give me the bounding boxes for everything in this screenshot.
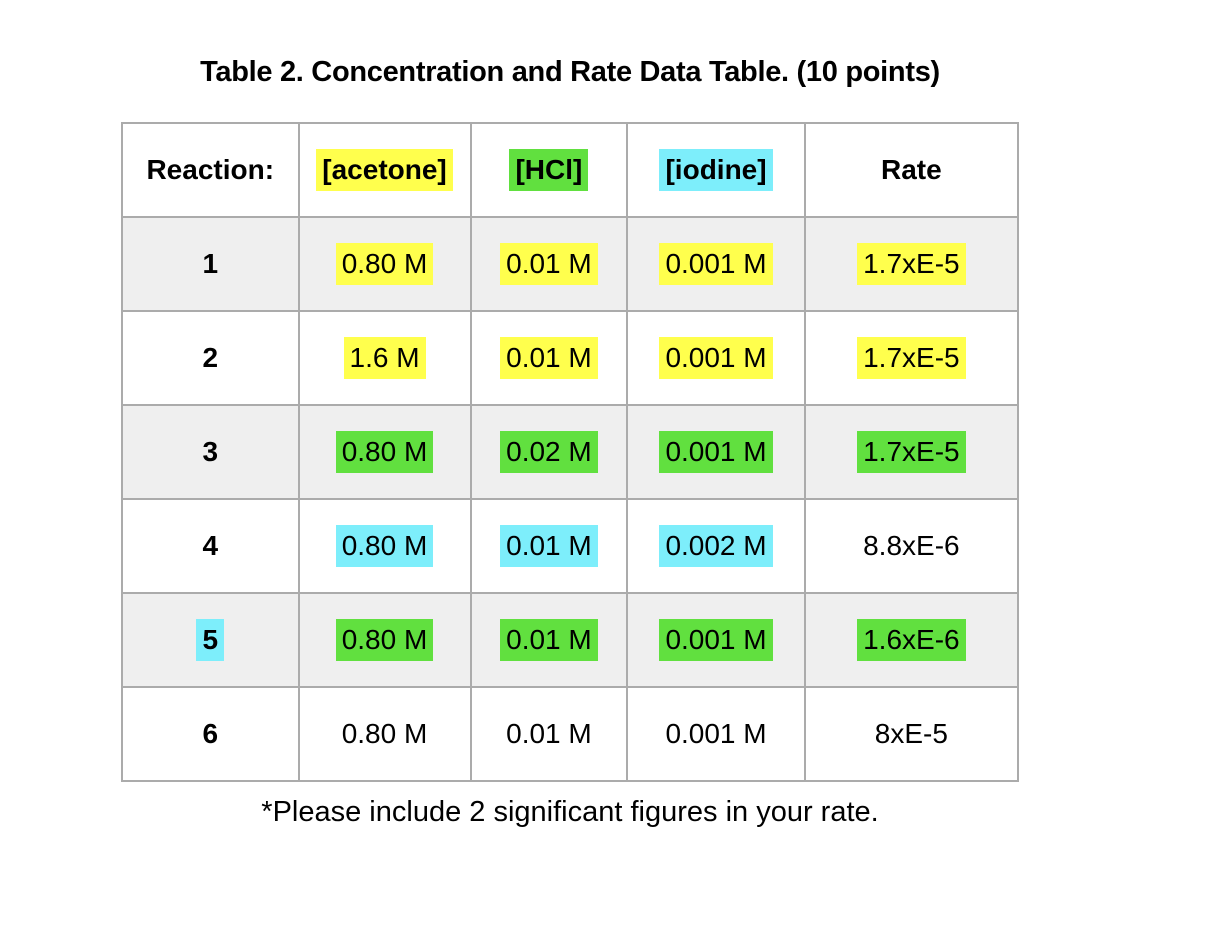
cell-acetone: 0.80 M xyxy=(297,404,472,500)
header-rate: Rate xyxy=(803,122,1020,218)
cell-value: 4 xyxy=(202,530,219,561)
cell-rate: 1.7xE-5 xyxy=(803,310,1020,406)
cell-value: 0.001 M xyxy=(659,337,773,379)
table-row-6: 6 0.80 M 0.01 M 0.001 M 8xE-5 xyxy=(121,686,1020,782)
cell-reaction: 2 xyxy=(121,310,300,406)
cell-value: 0.001 M xyxy=(665,718,767,749)
cell-acetone: 0.80 M xyxy=(297,216,472,312)
cell-rate: 8.8xE-6 xyxy=(803,498,1020,594)
cell-acetone: 0.80 M xyxy=(297,592,472,688)
cell-iodine: 0.001 M xyxy=(626,592,806,688)
cell-value: 1 xyxy=(202,248,219,279)
table-row-4: 4 0.80 M 0.01 M 0.002 M 8.8xE-6 xyxy=(121,498,1020,594)
cell-hcl: 0.01 M xyxy=(469,592,629,688)
cell-value: 0.002 M xyxy=(659,525,773,567)
cell-hcl: 0.02 M xyxy=(469,404,629,500)
cell-value: 0.001 M xyxy=(659,243,773,285)
cell-value: 1.6xE-6 xyxy=(857,619,966,661)
cell-value: 0.02 M xyxy=(500,431,598,473)
cell-rate: 1.6xE-6 xyxy=(803,592,1020,688)
cell-rate: 8xE-5 xyxy=(803,686,1020,782)
cell-iodine: 0.001 M xyxy=(626,404,806,500)
table-title: Table 2. Concentration and Rate Data Tab… xyxy=(200,56,940,88)
cell-iodine: 0.001 M xyxy=(626,310,806,406)
cell-value: 0.001 M xyxy=(659,619,773,661)
table-row-5: 5 0.80 M 0.01 M 0.001 M 1.6xE-6 xyxy=(121,592,1020,688)
cell-value: 0.80 M xyxy=(335,431,434,473)
header-label: Reaction: xyxy=(146,154,275,185)
cell-value: 6 xyxy=(202,718,219,749)
cell-value: 8xE-5 xyxy=(874,718,948,749)
cell-reaction: 5 xyxy=(121,592,300,688)
header-row: Reaction: [acetone] [HCl] [iodine] Rate xyxy=(121,122,1020,218)
cell-value: 5 xyxy=(196,619,225,661)
cell-value: 8.8xE-6 xyxy=(863,530,960,561)
cell-reaction: 1 xyxy=(121,216,300,312)
header-iodine: [iodine] xyxy=(626,122,806,218)
cell-value: 3 xyxy=(202,436,219,467)
cell-value: 0.80 M xyxy=(341,718,428,749)
header-hcl: [HCl] xyxy=(469,122,629,218)
cell-value: 2 xyxy=(202,342,219,373)
header-label: [iodine] xyxy=(659,149,773,191)
cell-hcl: 0.01 M xyxy=(469,686,629,782)
table-row-3: 3 0.80 M 0.02 M 0.001 M 1.7xE-5 xyxy=(121,404,1020,500)
cell-value: 0.01 M xyxy=(500,337,598,379)
cell-rate: 1.7xE-5 xyxy=(803,216,1020,312)
table-row-1: 1 0.80 M 0.01 M 0.001 M 1.7xE-5 xyxy=(121,216,1020,312)
cell-hcl: 0.01 M xyxy=(469,310,629,406)
cell-value: 0.01 M xyxy=(506,718,592,749)
cell-iodine: 0.001 M xyxy=(626,686,806,782)
table-row-2: 2 1.6 M 0.01 M 0.001 M 1.7xE-5 xyxy=(121,310,1020,406)
concentration-rate-table: Reaction: [acetone] [HCl] [iodine] Rate … xyxy=(121,122,1020,782)
cell-value: 0.001 M xyxy=(659,431,773,473)
cell-reaction: 6 xyxy=(121,686,300,782)
cell-value: 0.01 M xyxy=(500,243,598,285)
cell-value: 0.01 M xyxy=(500,619,598,661)
cell-iodine: 0.002 M xyxy=(626,498,806,594)
cell-value: 1.6 M xyxy=(343,337,426,379)
cell-acetone: 0.80 M xyxy=(297,686,472,782)
document-page: Table 2. Concentration and Rate Data Tab… xyxy=(121,54,1020,830)
cell-rate: 1.7xE-5 xyxy=(803,404,1020,500)
footnote: *Please include 2 significant figures in… xyxy=(261,796,879,828)
cell-value: 0.80 M xyxy=(335,243,434,285)
header-reaction: Reaction: xyxy=(121,122,300,218)
cell-hcl: 0.01 M xyxy=(469,498,629,594)
cell-value: 0.80 M xyxy=(335,619,434,661)
cell-value: 0.80 M xyxy=(335,525,434,567)
header-label: [acetone] xyxy=(316,149,453,191)
cell-acetone: 0.80 M xyxy=(297,498,472,594)
cell-value: 1.7xE-5 xyxy=(857,337,966,379)
cell-acetone: 1.6 M xyxy=(297,310,472,406)
cell-reaction: 4 xyxy=(121,498,300,594)
cell-value: 0.01 M xyxy=(500,525,598,567)
cell-value: 1.7xE-5 xyxy=(857,243,966,285)
cell-iodine: 0.001 M xyxy=(626,216,806,312)
cell-hcl: 0.01 M xyxy=(469,216,629,312)
cell-value: 1.7xE-5 xyxy=(857,431,966,473)
cell-reaction: 3 xyxy=(121,404,300,500)
header-acetone: [acetone] xyxy=(297,122,472,218)
header-label: Rate xyxy=(881,154,942,185)
header-label: [HCl] xyxy=(509,149,589,191)
